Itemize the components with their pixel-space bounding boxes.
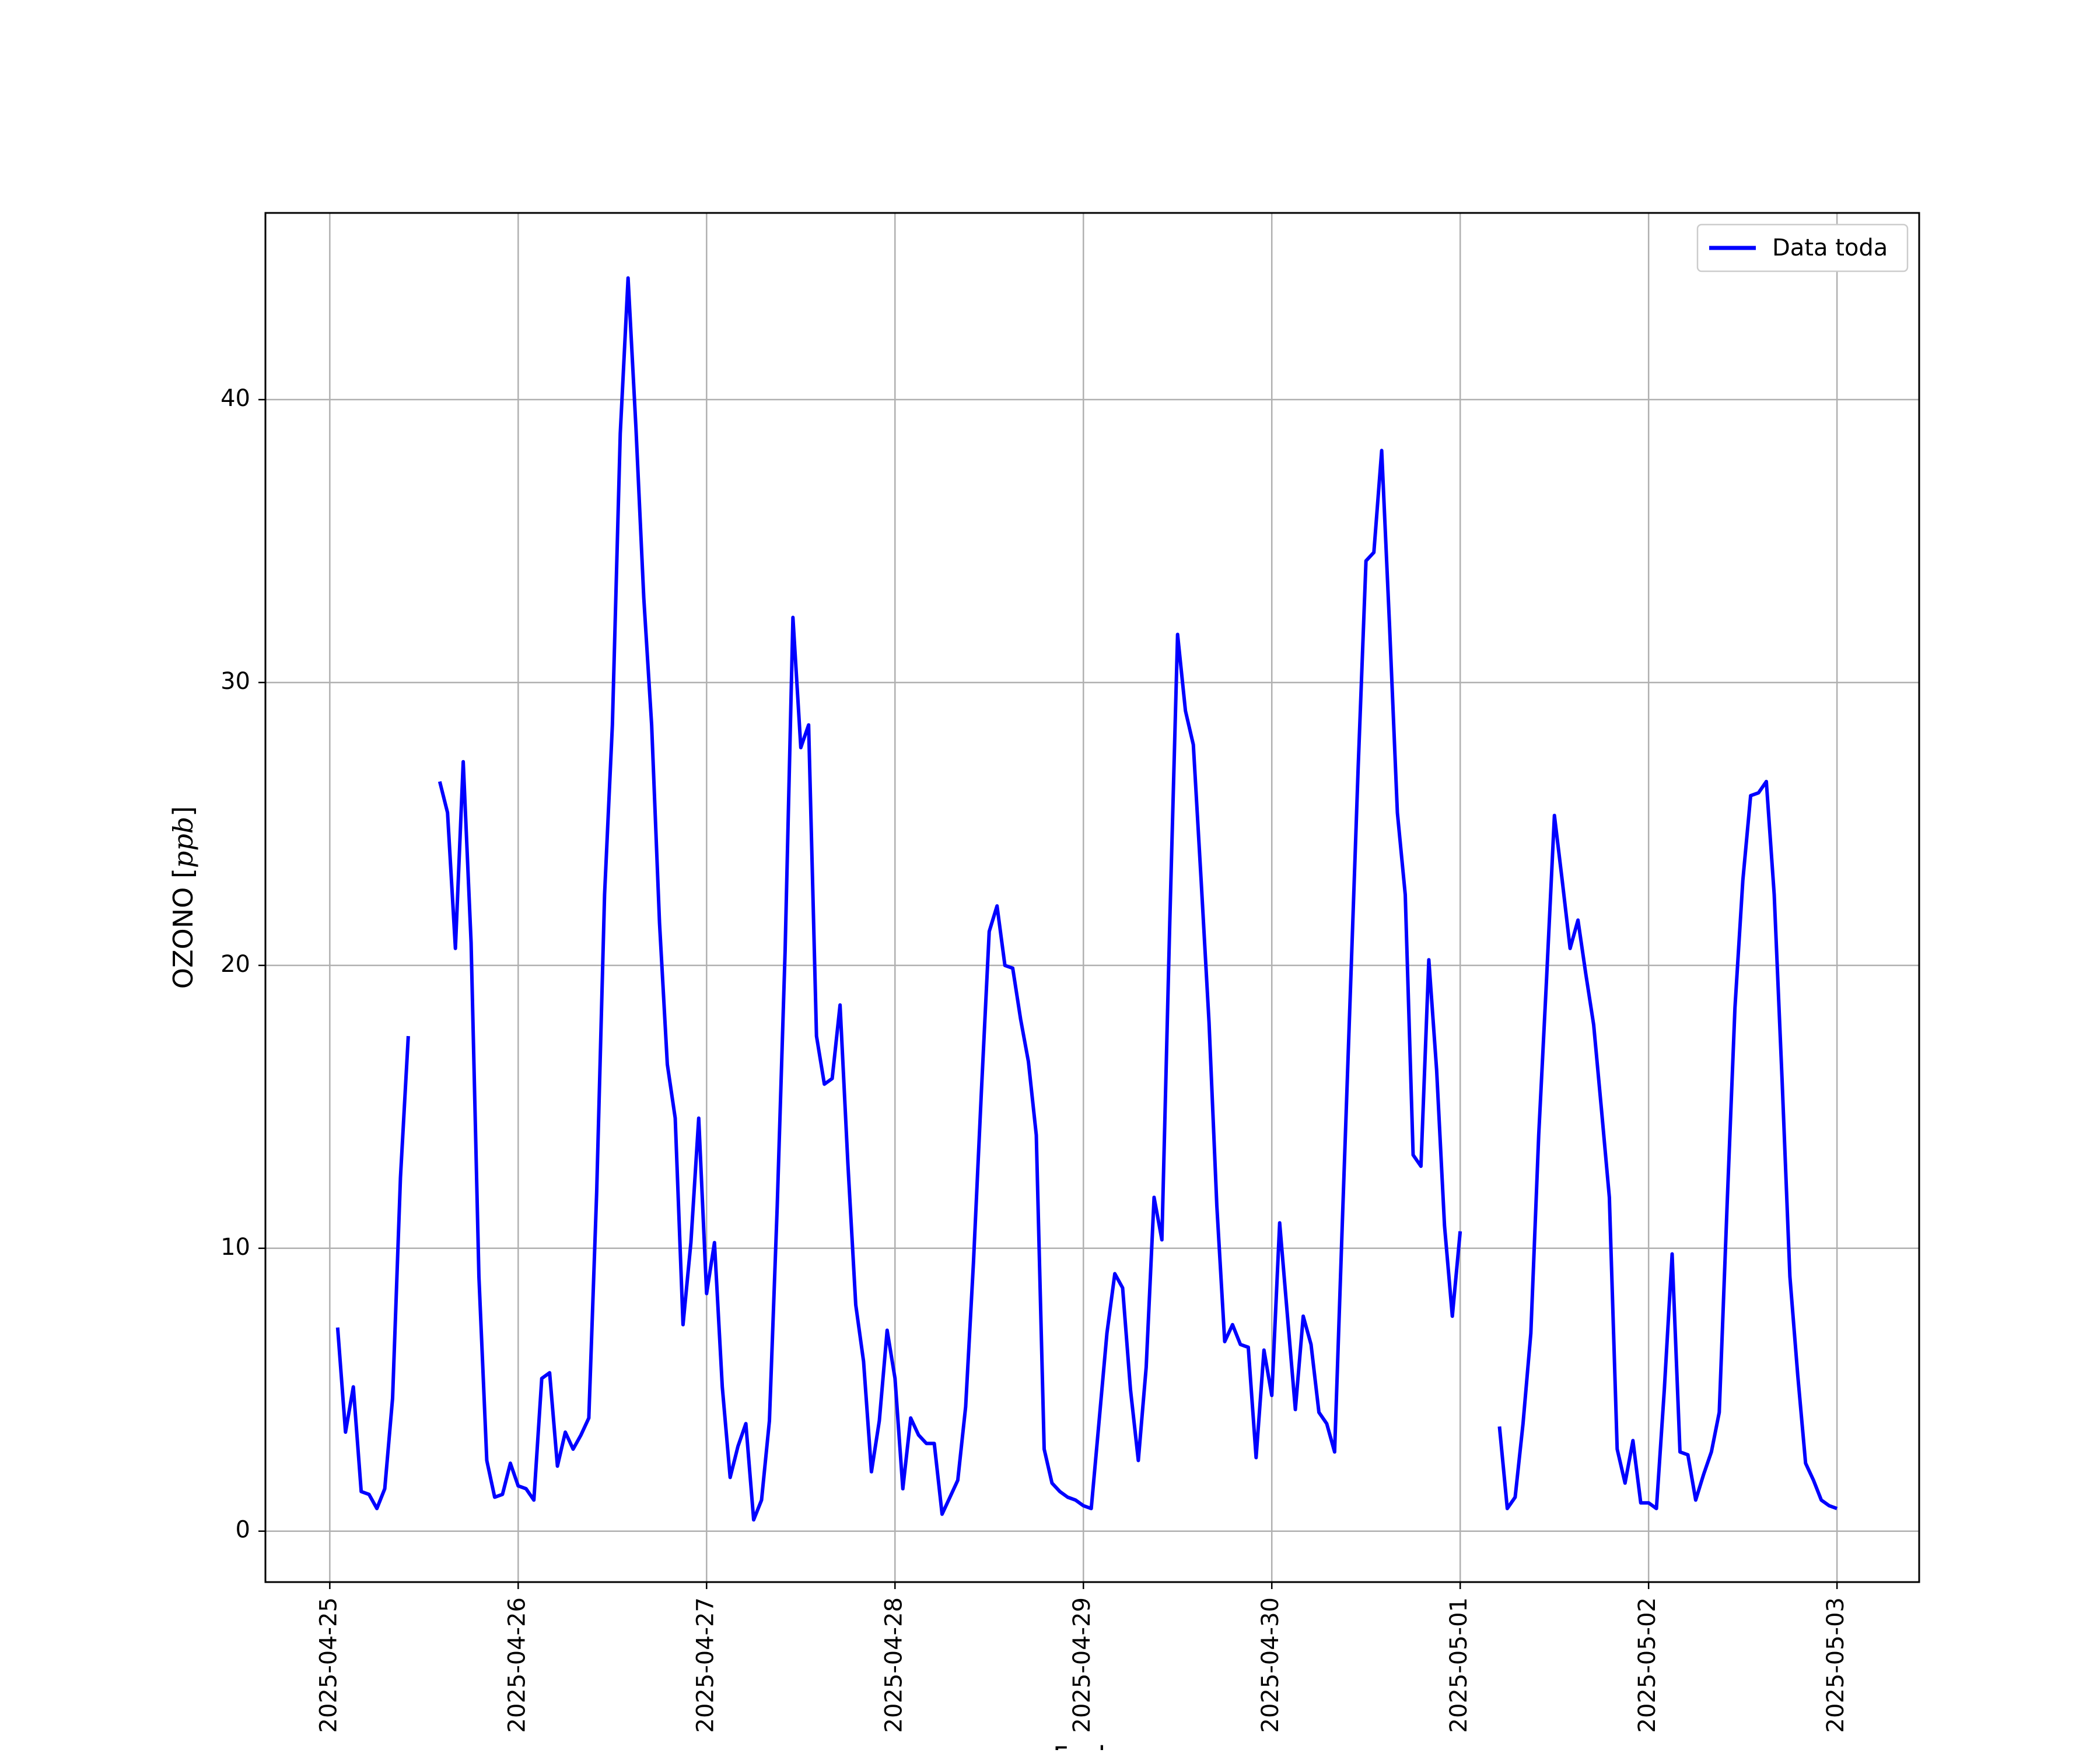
plot-area-frame xyxy=(264,212,1920,1583)
x-tick-label-2025-05-02: 2025-05-02 xyxy=(1634,1597,1661,1733)
tick-layer: 2025-04-25 2025-04-26 2025-04-27 2025-04-28… xyxy=(220,385,1849,1733)
series-line-data-toda-segment-2 xyxy=(438,276,1462,1522)
x-tick-label-2025-04-26: 2025-04-26 xyxy=(503,1597,530,1733)
y-tick-label-20: 20 xyxy=(220,951,250,978)
x-tick-label-2025-04-29: 2025-04-29 xyxy=(1069,1597,1096,1733)
y-tick-label-40: 40 xyxy=(220,385,250,412)
y-tick-label-30: 30 xyxy=(220,668,250,695)
series-line-data-toda-segment-1 xyxy=(335,1035,410,1510)
x-tick-label-2025-04-25: 2025-04-25 xyxy=(315,1597,342,1733)
x-tick-label-2025-05-01: 2025-05-01 xyxy=(1446,1597,1472,1733)
x-axis-label: Fecha xyxy=(1053,1741,1132,1750)
legend-box xyxy=(1696,223,1909,272)
y-tick-label-10: 10 xyxy=(220,1234,250,1261)
legend: Data toda xyxy=(1696,223,1909,272)
y-tick-label-0: 0 xyxy=(236,1517,250,1544)
series-layer xyxy=(335,276,1838,1522)
series-line-data-toda-segment-3 xyxy=(1497,779,1838,1510)
x-tick-label-2025-05-03: 2025-05-03 xyxy=(1822,1597,1849,1733)
grid-layer xyxy=(265,213,1919,1582)
legend-label-data-toda: Data toda xyxy=(1772,235,1888,261)
y-axis-label: OZONO [ppb] xyxy=(167,806,199,989)
x-tick-label-2025-04-28: 2025-04-28 xyxy=(880,1597,907,1733)
x-tick-label-2025-04-27: 2025-04-27 xyxy=(692,1597,719,1733)
x-tick-label-2025-04-30: 2025-04-30 xyxy=(1257,1597,1284,1733)
